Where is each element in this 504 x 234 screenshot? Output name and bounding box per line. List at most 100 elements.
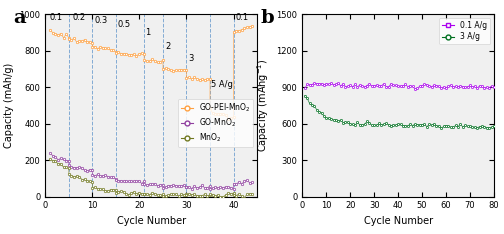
Point bbox=[423, 125, 431, 128]
Point bbox=[94, 187, 102, 191]
Point bbox=[148, 57, 156, 61]
Point bbox=[73, 174, 81, 178]
Point bbox=[432, 124, 440, 128]
Point bbox=[81, 168, 89, 172]
Point bbox=[156, 60, 164, 64]
Point bbox=[156, 183, 164, 186]
Point bbox=[101, 173, 109, 177]
Point bbox=[156, 193, 164, 197]
Point bbox=[177, 184, 185, 188]
Point bbox=[133, 54, 141, 58]
Point bbox=[454, 125, 462, 129]
Point bbox=[339, 82, 347, 86]
Point bbox=[389, 123, 397, 127]
Point bbox=[408, 124, 416, 127]
Point bbox=[466, 84, 474, 87]
Point bbox=[432, 84, 440, 88]
Point bbox=[65, 172, 73, 176]
Point bbox=[353, 121, 361, 124]
Point bbox=[375, 85, 383, 88]
Point bbox=[442, 124, 450, 128]
Point bbox=[351, 124, 359, 127]
Point bbox=[245, 181, 254, 185]
Point bbox=[229, 187, 237, 191]
Point bbox=[480, 86, 488, 90]
Point bbox=[490, 125, 498, 128]
Point bbox=[243, 26, 251, 29]
Point bbox=[227, 192, 235, 195]
Point bbox=[423, 83, 431, 87]
Point bbox=[101, 189, 109, 193]
Point bbox=[46, 28, 54, 31]
Point bbox=[140, 192, 148, 196]
Point bbox=[75, 39, 83, 43]
Point bbox=[476, 84, 484, 88]
Point bbox=[191, 184, 199, 188]
Point bbox=[54, 33, 62, 37]
Point bbox=[392, 84, 400, 87]
Point bbox=[310, 105, 319, 108]
Text: 1: 1 bbox=[146, 28, 151, 37]
Point bbox=[203, 186, 211, 190]
Point bbox=[138, 192, 146, 195]
Point bbox=[169, 69, 177, 73]
Point bbox=[227, 116, 235, 120]
Point bbox=[344, 84, 352, 88]
Point bbox=[222, 193, 230, 197]
Point bbox=[128, 179, 136, 183]
Point bbox=[180, 183, 188, 187]
Point bbox=[399, 124, 407, 128]
Point bbox=[191, 193, 199, 196]
Point bbox=[177, 193, 185, 196]
Text: 0.2: 0.2 bbox=[73, 13, 86, 22]
Point bbox=[334, 119, 342, 123]
Point bbox=[130, 180, 138, 183]
Point bbox=[452, 124, 460, 127]
Point bbox=[346, 122, 354, 126]
Point bbox=[375, 122, 383, 125]
Point bbox=[473, 126, 481, 130]
Point bbox=[51, 155, 59, 159]
Point bbox=[162, 194, 170, 198]
Point bbox=[235, 180, 243, 184]
Point bbox=[377, 123, 386, 126]
Point bbox=[325, 83, 333, 86]
Point bbox=[404, 85, 412, 88]
Point bbox=[483, 126, 491, 129]
Point bbox=[318, 111, 326, 115]
Point bbox=[235, 192, 243, 196]
Point bbox=[140, 58, 148, 62]
Point bbox=[372, 123, 381, 127]
Point bbox=[320, 83, 328, 87]
Point bbox=[337, 118, 345, 122]
Point bbox=[248, 192, 257, 196]
Point bbox=[81, 38, 89, 42]
Point bbox=[128, 53, 136, 56]
Point bbox=[464, 124, 472, 128]
Point bbox=[140, 192, 148, 196]
Point bbox=[394, 84, 402, 88]
Point bbox=[162, 185, 170, 189]
Point bbox=[224, 185, 232, 189]
Y-axis label: Capacity (mAh/g): Capacity (mAh/g) bbox=[4, 63, 14, 148]
Point bbox=[112, 50, 120, 53]
Point bbox=[305, 102, 313, 105]
Point bbox=[332, 82, 340, 86]
Point bbox=[114, 179, 122, 183]
Point bbox=[330, 118, 338, 122]
Point bbox=[382, 85, 390, 88]
Point bbox=[216, 112, 224, 116]
Point bbox=[124, 180, 133, 183]
Point bbox=[485, 86, 493, 90]
Point bbox=[140, 182, 148, 186]
Point bbox=[368, 124, 376, 127]
X-axis label: Cycle Number: Cycle Number bbox=[116, 216, 186, 226]
Point bbox=[133, 179, 141, 183]
Point bbox=[360, 85, 368, 89]
Point bbox=[413, 123, 421, 127]
Point bbox=[351, 83, 359, 86]
Point bbox=[301, 87, 309, 90]
Point bbox=[332, 118, 340, 122]
Point bbox=[308, 103, 316, 107]
Point bbox=[427, 85, 435, 88]
